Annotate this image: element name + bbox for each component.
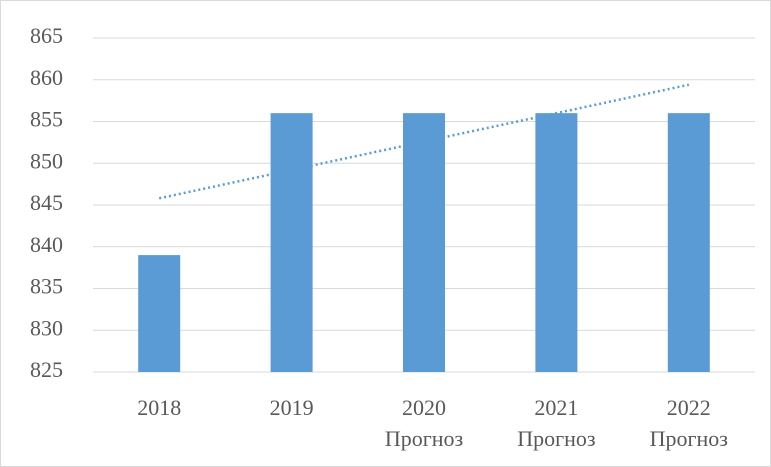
x-tick-label: 2021 Прогноз: [517, 395, 596, 451]
y-tick-label: 840: [30, 232, 63, 257]
y-tick-label: 860: [30, 65, 63, 90]
y-tick-label: 845: [30, 190, 63, 215]
y-tick-label: 830: [30, 315, 63, 340]
y-tick-label: 825: [30, 357, 63, 382]
bar: [535, 113, 578, 373]
y-tick-label: 850: [30, 148, 63, 173]
bar: [270, 113, 313, 373]
y-tick-label: 835: [30, 274, 63, 299]
x-tick-label: 2020 Прогноз: [384, 395, 464, 451]
trendline: [158, 83, 690, 200]
y-tick-label: 855: [30, 107, 63, 132]
bar: [138, 255, 181, 372]
x-tick-label: 2018: [137, 395, 182, 420]
x-tick-label: 2019: [269, 395, 314, 420]
bar: [403, 113, 445, 373]
y-tick-label: 865: [30, 23, 63, 48]
x-tick-label: 2022 Прогноз: [649, 395, 728, 451]
bar: [667, 113, 710, 373]
